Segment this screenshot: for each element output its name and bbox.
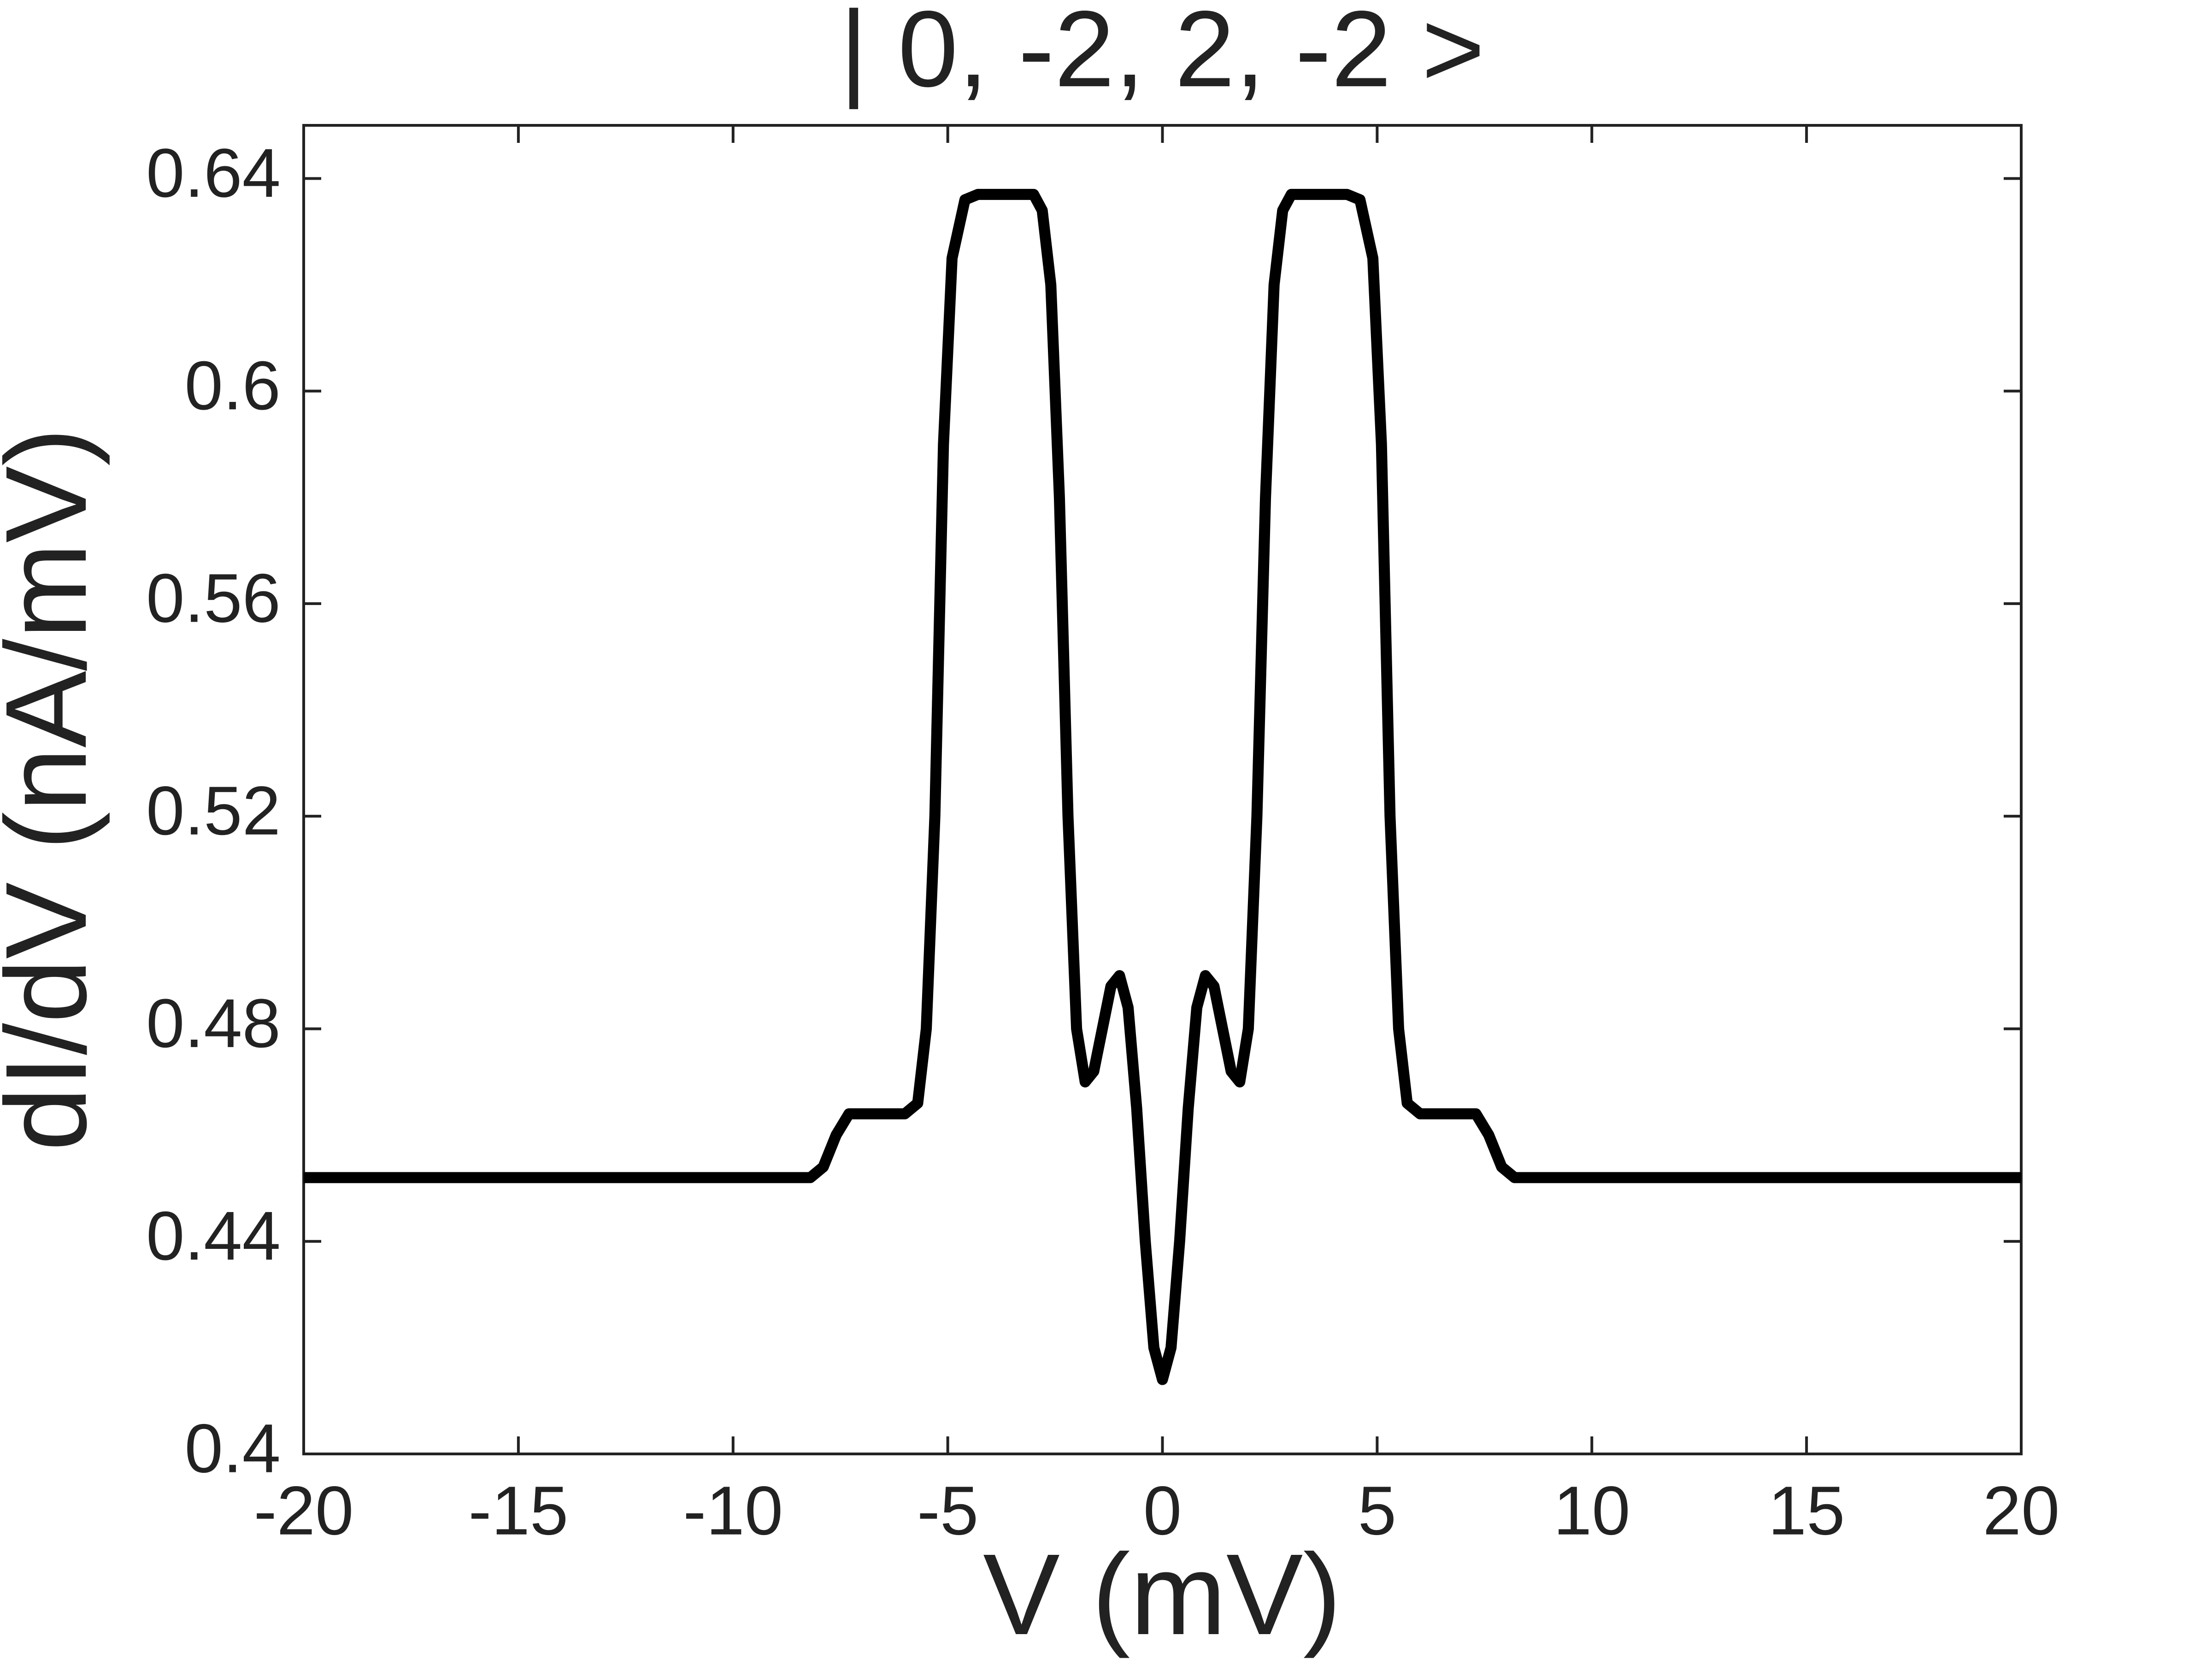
y-tick-label: 0.44	[146, 1197, 281, 1274]
chart-title: | 0, -2, 2, -2 >	[840, 0, 1485, 109]
y-tick-label: 0.48	[146, 984, 281, 1062]
y-axis-label: dI/dV (nA/mV)	[0, 428, 110, 1151]
x-axis-label: V (mV)	[983, 1530, 1341, 1659]
x-tick-label: 0	[1143, 1472, 1182, 1549]
plot-frame	[302, 124, 2023, 1455]
x-tick-label: -10	[683, 1472, 783, 1549]
x-tick-label: 10	[1553, 1472, 1630, 1549]
x-tick-label: 5	[1358, 1472, 1396, 1549]
x-tick-label: -5	[917, 1472, 978, 1549]
y-tick-label: 0.56	[146, 559, 281, 637]
y-tick-label: 0.64	[146, 134, 281, 212]
x-tick-label: 15	[1768, 1472, 1845, 1549]
data-line	[304, 188, 2021, 1385]
x-tick-label: -15	[468, 1472, 568, 1549]
y-tick-label: 0.52	[146, 772, 281, 849]
y-tick-label: 0.4	[184, 1410, 281, 1487]
x-tick-label: 20	[1983, 1472, 2060, 1549]
y-tick-label: 0.6	[184, 347, 281, 424]
x-tick-label: -20	[254, 1472, 354, 1549]
